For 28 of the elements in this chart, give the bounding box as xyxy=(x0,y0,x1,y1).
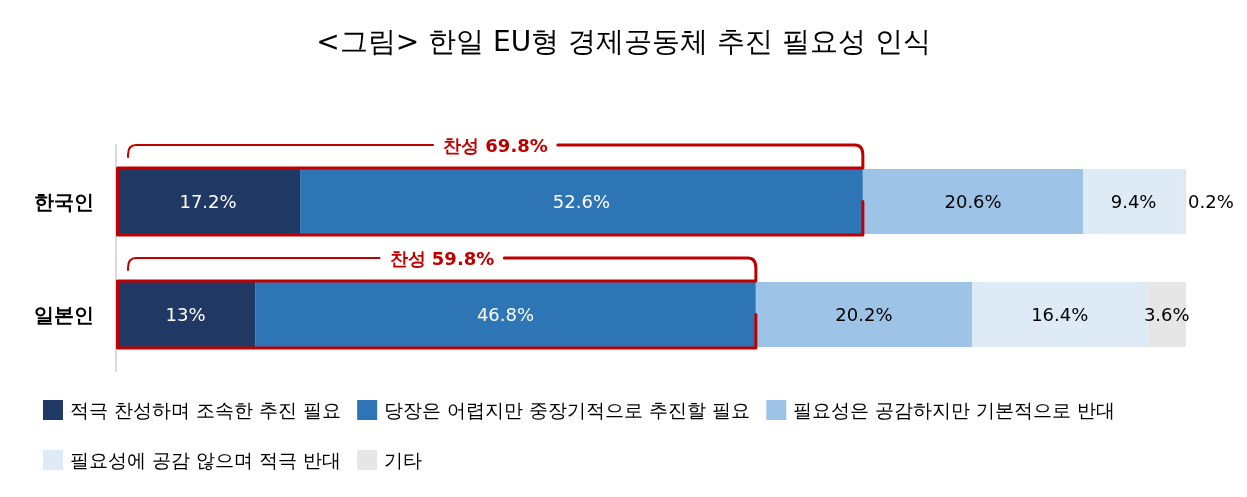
data-label: 13% xyxy=(165,304,206,325)
bar xyxy=(116,169,301,234)
data-label: 20.2% xyxy=(835,304,893,325)
legend-label: 기타 xyxy=(384,449,423,471)
y-tick-label: 한국인 xyxy=(34,189,94,214)
chart-title: <그림> 한일 EU형 경제공동체 추진 필요성 인식 xyxy=(316,24,931,58)
legend-label: 적극 찬성하며 조속한 추진 필요 xyxy=(70,399,342,421)
data-label: 52.6% xyxy=(552,191,611,212)
data-label: 0.2% xyxy=(1188,191,1234,212)
data-label: 20.6% xyxy=(944,191,1002,212)
data-label: 16.4% xyxy=(1031,304,1089,325)
bar xyxy=(300,169,863,234)
data-label: 9.4% xyxy=(1110,191,1157,212)
data-label: 17.2% xyxy=(179,191,237,212)
legend-label: 당장은 어렵지만 중장기적으로 추진할 필요 xyxy=(384,399,751,421)
legend-label: 필요성에 공감 않으며 적극 반대 xyxy=(70,449,342,471)
annotation: 찬성 69.8% xyxy=(443,134,548,156)
bar xyxy=(255,282,756,347)
annotation: 찬성 59.8% xyxy=(389,247,495,269)
bar xyxy=(755,282,972,347)
bar xyxy=(1083,169,1184,234)
data-label: 3.6% xyxy=(1143,304,1190,325)
y-tick-label: 일본인 xyxy=(34,302,94,327)
bar xyxy=(1183,169,1186,234)
bar xyxy=(116,282,256,347)
data-label: 46.8% xyxy=(476,304,535,325)
legend-label: 필요성은 공감하지만 기본적으로 반대 xyxy=(793,399,1116,421)
bar xyxy=(862,169,1084,234)
